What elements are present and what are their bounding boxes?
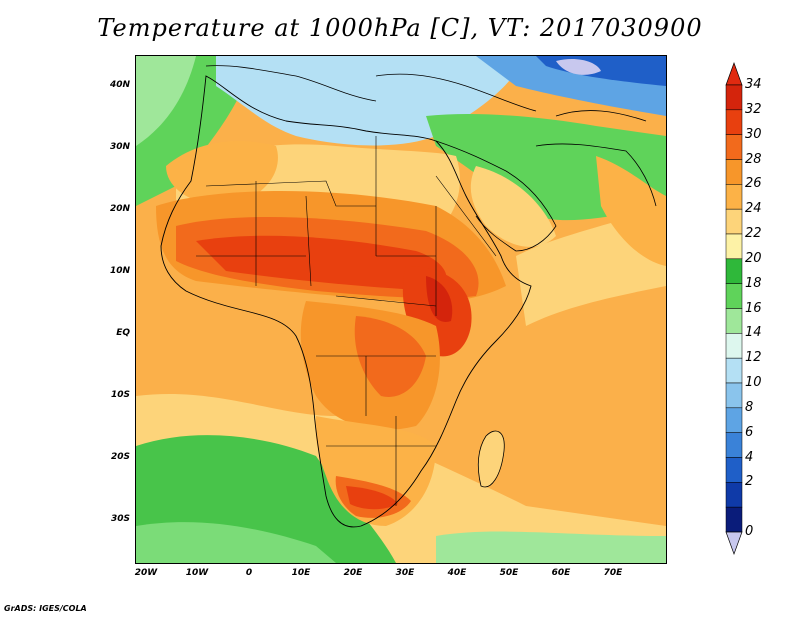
west-sahara-warm — [166, 141, 278, 206]
colorbar-swatch — [725, 482, 743, 508]
x-tick-label: 70E — [603, 568, 623, 578]
sahel-hottest — [196, 235, 447, 291]
colorbar-swatch — [725, 233, 743, 260]
x-tick-label: 20E — [343, 568, 363, 578]
colorbar-tick-label: 0 — [745, 524, 754, 539]
colorbar-swatch — [725, 506, 743, 533]
colorbar-tick-label: 32 — [745, 101, 762, 117]
colorbar-tick-label: 2 — [745, 474, 754, 490]
colorbar-swatch — [725, 109, 743, 135]
x-tick-label: 40E — [447, 568, 467, 578]
y-tick-label: 20S — [110, 452, 130, 462]
colorbar-swatch — [725, 258, 743, 284]
x-tick-label: 50E — [499, 568, 519, 578]
x-tick-label: 20W — [134, 568, 158, 578]
europe-coast — [205, 65, 647, 122]
x-tick-label: 10W — [185, 568, 209, 578]
colorbar-tick-label: 4 — [745, 449, 754, 465]
colorbar-tick-label: 28 — [745, 151, 762, 167]
colorbar-swatch — [725, 134, 743, 160]
colorbar-tick-label: 14 — [745, 325, 762, 341]
colorbar-swatch — [725, 457, 743, 483]
colorbar-tick-label: 24 — [745, 201, 762, 217]
y-tick-label: 20N — [109, 204, 130, 214]
north-atlantic-light — [136, 56, 196, 146]
east-africa-hottest — [426, 276, 453, 322]
arabia-warm — [470, 166, 556, 247]
colorbar-swatch — [725, 184, 743, 210]
x-tick-label: 10E — [291, 568, 311, 578]
x-tick-label: 60E — [551, 568, 571, 578]
madagascar-coast — [477, 430, 505, 488]
temperature-map — [135, 55, 667, 564]
colorbar-swatch — [725, 308, 743, 334]
chart-title: Temperature at 1000hPa [C], VT: 20170309… — [97, 14, 703, 42]
y-tick-label: 10N — [109, 266, 130, 276]
arabia-coast — [435, 140, 657, 252]
footer-credit: GrADS: IGES/COLA — [4, 604, 87, 613]
south-east-cool — [436, 531, 666, 563]
colorbar-swatch — [725, 357, 743, 384]
y-tick-label: 30N — [109, 142, 130, 152]
x-tick-label: 0 — [245, 568, 253, 578]
colorbar-tick-label: 22 — [745, 226, 762, 241]
africa-coastline — [160, 75, 532, 528]
y-tick-label: 30S — [110, 514, 130, 524]
central-africa-hot — [354, 316, 426, 397]
colorbar-tick-label: 6 — [745, 424, 754, 440]
southern-ocean-cool-south — [136, 522, 336, 563]
madagascar — [478, 431, 505, 487]
colorbar-swatch — [725, 208, 743, 235]
colorbar-swatch — [725, 432, 743, 458]
x-tick-label: 30E — [395, 568, 415, 578]
y-tick-label: 10S — [110, 390, 130, 400]
colorbar-swatch — [725, 283, 743, 309]
colorbar-over-triangle — [725, 61, 743, 86]
colorbar-tick-label: 8 — [745, 399, 754, 415]
colorbar-swatch — [725, 159, 743, 185]
country-borders — [196, 136, 497, 506]
colorbar-tick-label: 12 — [745, 350, 762, 366]
colorbar-tick-label: 20 — [745, 250, 762, 266]
colorbar-tick-label: 16 — [745, 300, 762, 316]
y-tick-label: 40N — [109, 80, 130, 90]
colorbar-legend — [725, 61, 743, 556]
colorbar-under-triangle — [725, 531, 743, 556]
colorbar-swatch — [725, 84, 743, 111]
colorbar-swatch — [725, 333, 743, 359]
cold-spot — [556, 59, 601, 75]
colorbar-swatch — [725, 382, 743, 409]
colorbar-tick-label: 34 — [745, 77, 762, 92]
colorbar-swatch — [725, 407, 743, 433]
colorbar-tick-label: 30 — [745, 126, 762, 142]
y-tick-label: EQ — [116, 328, 130, 338]
india-warm — [596, 156, 666, 266]
colorbar-tick-label: 26 — [745, 176, 762, 192]
colorbar-tick-label: 18 — [745, 275, 762, 291]
colorbar-tick-label: 10 — [745, 375, 762, 390]
southern-africa-hottest — [346, 486, 398, 510]
